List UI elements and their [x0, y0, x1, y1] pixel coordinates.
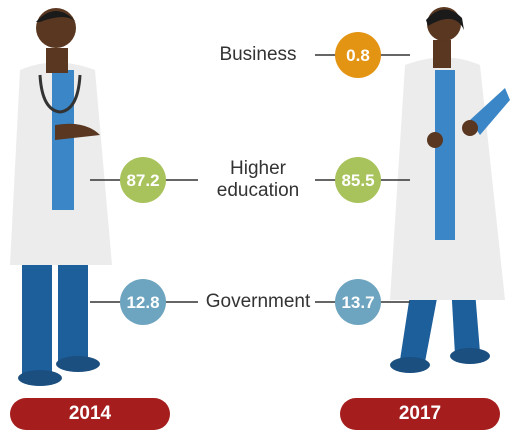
sector-label: Higher education	[203, 158, 313, 202]
sector-label: Government	[198, 291, 318, 313]
value-label: 12.8	[126, 293, 159, 312]
year-pill: 2017	[340, 398, 500, 430]
sector-label: Business	[198, 44, 318, 66]
doctor-2017	[390, 7, 510, 373]
year-pill: 2014	[10, 398, 170, 430]
value-label: 85.5	[341, 171, 374, 190]
value-label: 13.7	[341, 293, 374, 312]
value-label: 0.8	[346, 46, 370, 65]
infographic: 0.8 87.2 85.5 12.8 13.7 2014 2017 Business Hi…	[0, 0, 516, 432]
value-label: 87.2	[126, 171, 159, 190]
doctor-2014	[10, 8, 112, 386]
